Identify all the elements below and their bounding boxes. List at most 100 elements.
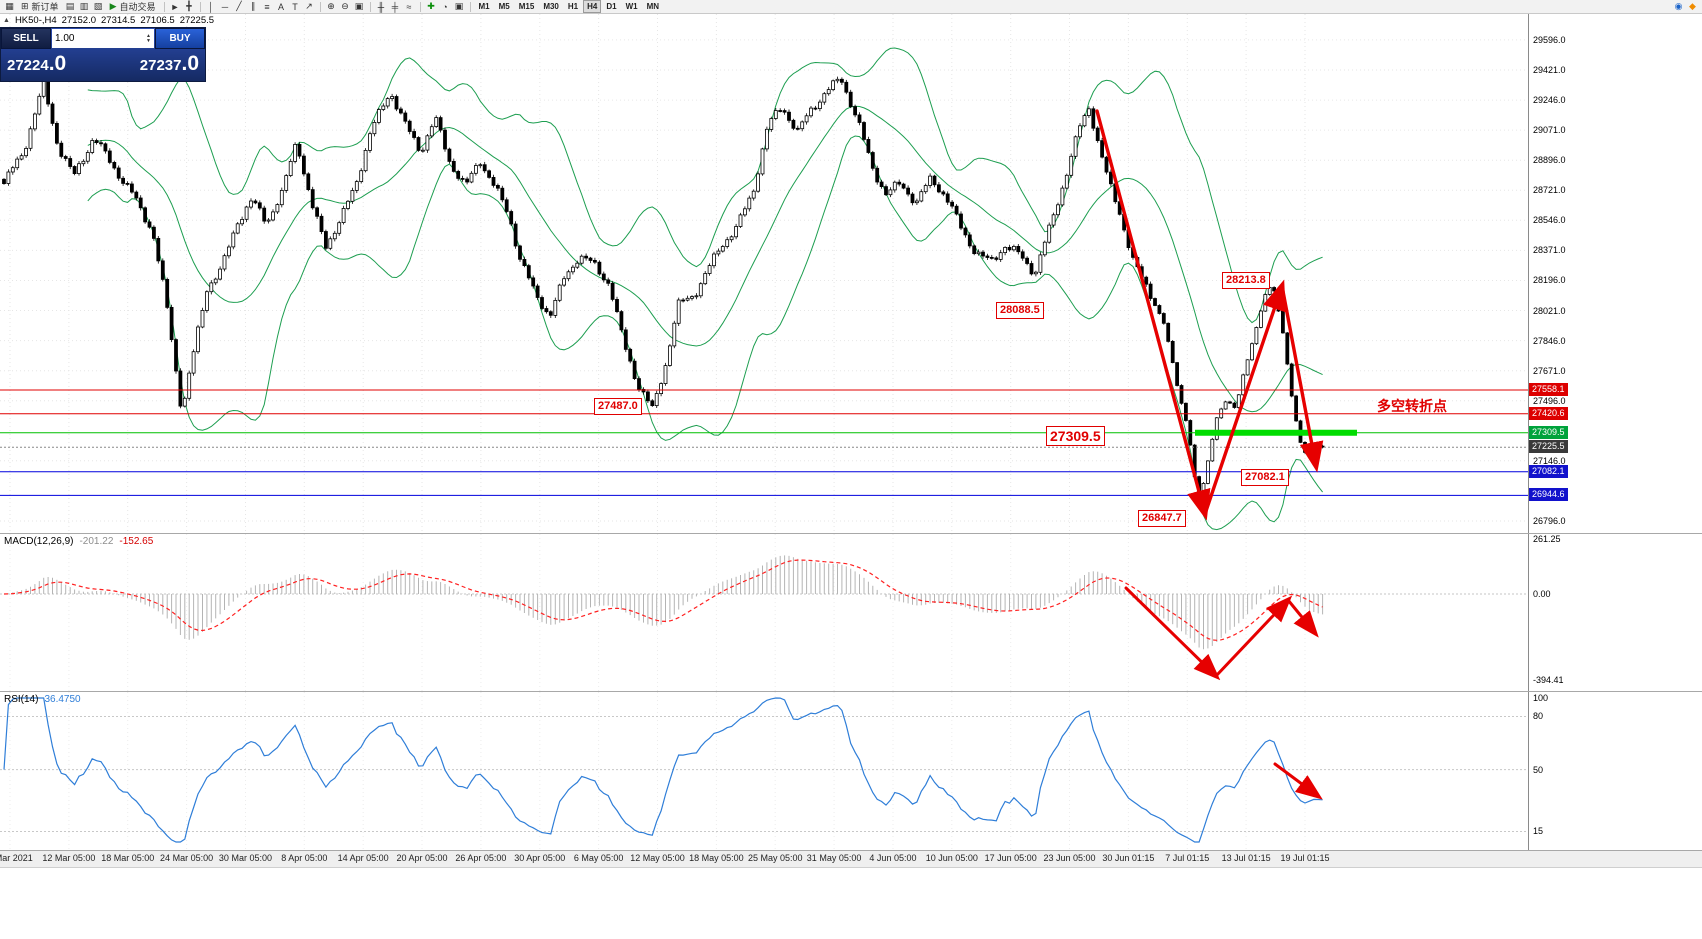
time-axis[interactable]: 2 Mar 2021 12 Mar 05:00 18 Mar 05:00 24 Mar…	[0, 850, 1702, 868]
time-axis-label: 17 Jun 05:00	[984, 853, 1037, 863]
chart-annotation[interactable]: 28088.5	[996, 302, 1044, 319]
horizontal-line-icon[interactable]: ─	[221, 1, 229, 12]
price-tag: 27558.1	[1529, 383, 1568, 397]
market-watch-icon[interactable]: ▥	[79, 1, 89, 11]
macd-axis-label: -394.41	[1533, 674, 1564, 685]
timeframe-H4[interactable]: H4	[583, 0, 602, 13]
candlestick-chart-icon[interactable]: ╪	[391, 1, 399, 12]
macd-axis[interactable]: 261.25 0.00 -394.41	[1528, 534, 1702, 691]
bollinger-bands	[87, 47, 1323, 531]
help-icon[interactable]: ◉	[1674, 1, 1683, 11]
price-axis-label: 28021.0	[1533, 305, 1566, 316]
chart-annotation[interactable]: 26847.7	[1138, 510, 1186, 527]
symbol-window-icon[interactable]: ▦	[5, 1, 14, 11]
macd-axis-label: 261.25	[1533, 534, 1561, 544]
price-tag: 27309.5	[1529, 425, 1568, 439]
chart-annotation[interactable]: 27487.0	[594, 398, 642, 415]
timeframe-M1[interactable]: M1	[478, 2, 490, 11]
collapse-icon[interactable]: ▲	[3, 17, 10, 24]
text-icon[interactable]: A	[277, 1, 284, 12]
volume-stepper[interactable]: ▲ ▼	[146, 32, 151, 44]
chart-annotation[interactable]: 28213.8	[1222, 272, 1270, 289]
timeframe-D1[interactable]: D1	[606, 2, 617, 11]
price-axis-label: 29246.0	[1533, 95, 1566, 106]
rsi-axis-label: 50	[1533, 764, 1544, 775]
price-axis[interactable]: 29596.0 29421.0 29246.0 29071.0 28896.0 28721…	[1528, 14, 1702, 533]
time-axis-label: 20 Apr 05:00	[396, 853, 448, 863]
brand-icon[interactable]: ◆	[1689, 1, 1696, 11]
zoom-out-icon[interactable]: ⊖	[341, 1, 349, 11]
arrow-tools-icon[interactable]: ↗	[305, 1, 313, 11]
chart-annotation[interactable]: 多空转折点	[1377, 398, 1447, 414]
timeframe-M30[interactable]: M30	[543, 2, 559, 11]
sell-button[interactable]: SELL	[1, 28, 51, 49]
auto-trading-button[interactable]: ▶ 自动交易	[109, 1, 156, 12]
vertical-line-icon[interactable]: │	[208, 1, 214, 12]
rsi-label: RSI(14) 36.4750	[4, 694, 81, 705]
toolbar-separator	[319, 1, 321, 12]
fibonacci-icon[interactable]: ≡	[264, 1, 270, 12]
price-axis-label: 27496.0	[1533, 395, 1566, 406]
bar-chart-icon[interactable]: ╫	[377, 1, 385, 12]
timeframe-MN[interactable]: MN	[646, 2, 660, 11]
chart-annotation[interactable]: 27082.1	[1241, 469, 1289, 486]
one-click-trading-panel: SELL 1.00 ▲ ▼ BUY 27224.0 27237.0	[0, 27, 206, 82]
toolbar-separator	[369, 1, 371, 12]
channel-icon[interactable]: ∥	[250, 1, 256, 11]
macd-plot[interactable]: MACD(12,26,9) -201.22 -152.65	[0, 534, 1528, 691]
trend-arrows[interactable]	[1095, 109, 1324, 521]
rsi-axis-label: 100	[1533, 693, 1549, 703]
trendline-icon[interactable]: ╱	[236, 1, 242, 11]
macd-trend-arrows[interactable]	[1124, 586, 1319, 681]
workspace-empty-area	[0, 868, 1702, 938]
price-axis-label: 28196.0	[1533, 275, 1566, 286]
volume-input[interactable]: 1.00 ▲ ▼	[52, 29, 154, 48]
toolbar-separator	[163, 1, 165, 12]
price-axis-label: 28896.0	[1533, 155, 1566, 166]
timeframe-H1[interactable]: H1	[567, 2, 579, 11]
price-tag: 27082.1	[1529, 464, 1568, 478]
rsi-axis[interactable]: 100 80 50 15	[1528, 692, 1702, 850]
volume-up-icon[interactable]: ▲	[146, 32, 151, 39]
chart-annotation[interactable]: 27309.5	[1046, 426, 1105, 446]
volume-value[interactable]: 1.00	[55, 33, 75, 44]
macd-panel: MACD(12,26,9) -201.22 -152.65 261.25 0.00 -3…	[0, 533, 1702, 691]
time-axis-label: 18 May 05:00	[689, 853, 744, 863]
grid	[0, 14, 1528, 533]
tile-windows-icon[interactable]: ▣	[354, 1, 364, 11]
rsi-panel: RSI(14) 36.4750 100 80 50 15	[0, 691, 1702, 850]
grid	[0, 534, 1528, 691]
main-chart-plot[interactable]: ▲ HK50-,H4 27152.0 27314.5 27106.5 27225…	[0, 14, 1528, 533]
new-order-button[interactable]: ⊞ 新订单	[21, 1, 59, 12]
timeframe-M15[interactable]: M15	[518, 2, 535, 11]
macd-label: MACD(12,26,9) -201.22 -152.65	[4, 536, 154, 547]
cursor-icon[interactable]: ►	[170, 1, 180, 12]
periods-icon[interactable]: ◔	[442, 1, 448, 12]
navigator-icon[interactable]: ▧	[93, 1, 103, 11]
time-axis-label: 23 Jun 05:00	[1043, 853, 1096, 863]
price-axis-label: 29071.0	[1533, 125, 1566, 136]
templates-icon[interactable]: ▣	[454, 1, 464, 11]
line-chart-icon[interactable]: ≈	[406, 1, 412, 12]
time-axis-label: 30 Jun 01:15	[1102, 853, 1155, 863]
time-axis-label: 30 Apr 05:00	[514, 853, 566, 863]
timeframe-M5[interactable]: M5	[498, 2, 510, 11]
indicators-icon[interactable]: ✚	[427, 1, 435, 11]
time-axis-label: 13 Jul 01:15	[1221, 853, 1271, 863]
price-axis-label: 28546.0	[1533, 215, 1566, 226]
price-axis-label: 28371.0	[1533, 245, 1566, 256]
timeframe-W1[interactable]: W1	[625, 2, 638, 11]
price-axis-label: 27846.0	[1533, 335, 1566, 346]
crosshair-icon[interactable]: ╋	[186, 1, 192, 11]
label-icon[interactable]: T	[292, 1, 298, 12]
volume-down-icon[interactable]: ▼	[146, 37, 151, 44]
zoom-in-icon[interactable]: ⊕	[327, 1, 335, 11]
charts-grid-icon[interactable]: ▤	[65, 1, 75, 11]
toolbar-separator	[469, 1, 471, 12]
rsi-trend-arrows[interactable]	[1273, 762, 1323, 800]
price-axis-label: 26796.0	[1533, 515, 1566, 526]
rsi-chart	[0, 692, 1528, 850]
buy-button[interactable]: BUY	[155, 28, 205, 49]
price-level-lines[interactable]	[0, 389, 1528, 496]
rsi-plot[interactable]: RSI(14) 36.4750	[0, 692, 1528, 850]
